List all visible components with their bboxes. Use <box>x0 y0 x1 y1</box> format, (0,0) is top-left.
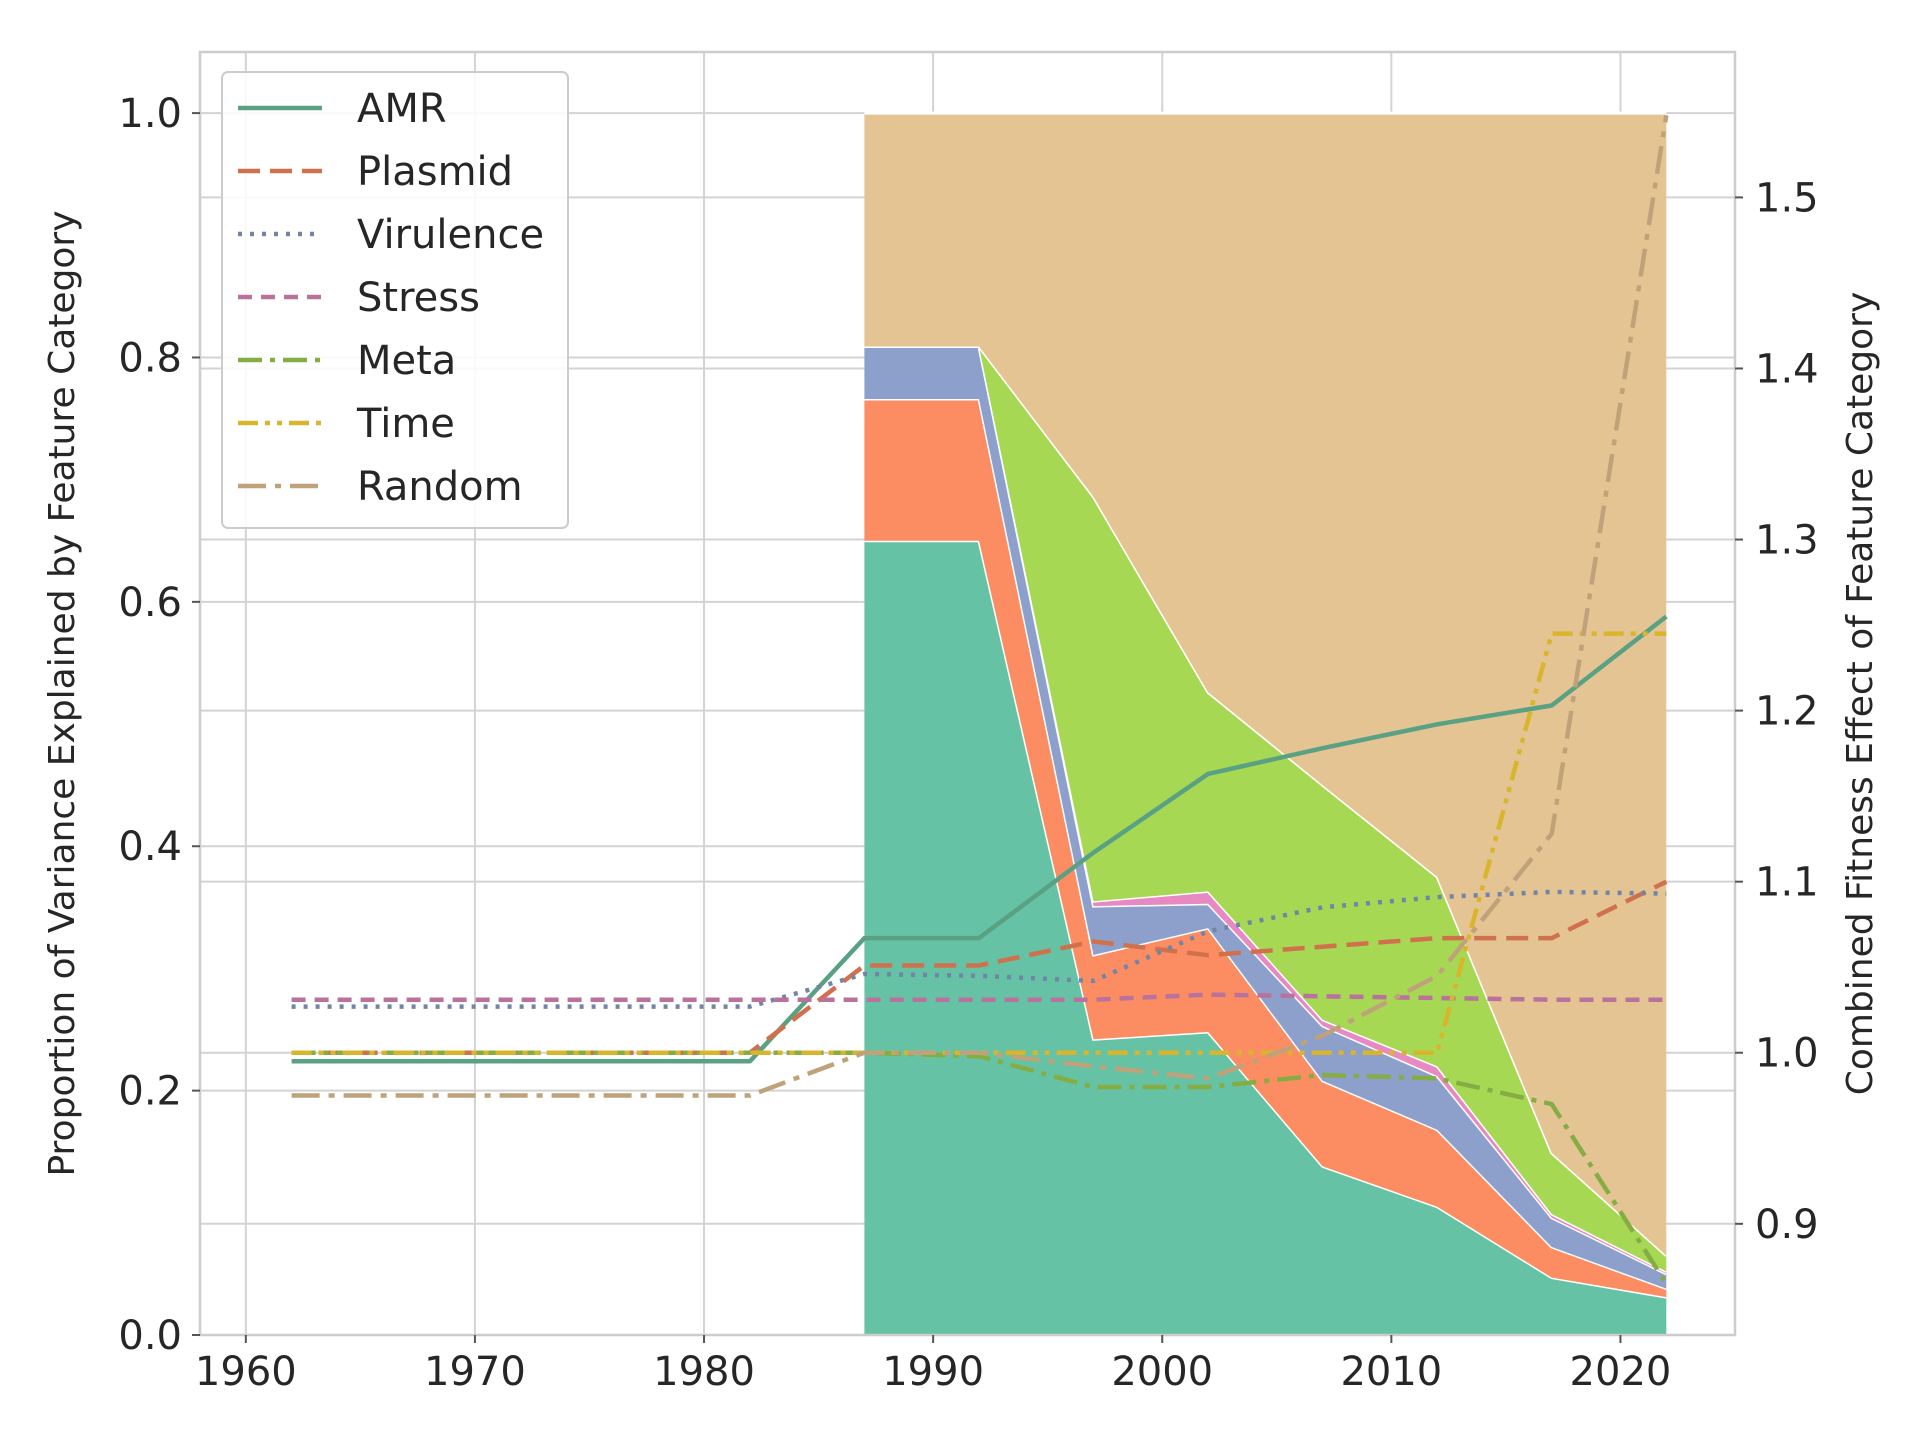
y-axis-label: Proportion of Variance Explained by Feat… <box>42 210 83 1176</box>
legend-label-amr: AMR <box>357 86 447 132</box>
y-tick-label: 0.4 <box>118 824 182 870</box>
x-tick-label: 2010 <box>1340 1349 1442 1395</box>
y-tick-label: 0.6 <box>118 580 182 626</box>
legend-label-stress: Stress <box>357 275 480 321</box>
y-tick-label: 0.0 <box>118 1313 182 1359</box>
variance-areas <box>864 111 1668 1335</box>
area-plasmid <box>864 399 1667 1298</box>
y-tick-label: 0.8 <box>118 335 182 381</box>
plot-border <box>198 50 1737 1337</box>
area-amr <box>864 540 1667 1335</box>
x-tick-label: 1960 <box>195 1349 297 1395</box>
area-edge-stress <box>864 345 1667 1273</box>
y2-axis-label: Combined Fitness Effect of Feature Categ… <box>1840 292 1881 1096</box>
line-virulence <box>291 889 1667 1009</box>
y2-tick-label: 1.2 <box>1755 689 1819 735</box>
legend-label-meta: Meta <box>357 338 456 384</box>
area-random <box>864 113 1667 1256</box>
area-meta <box>864 346 1667 1272</box>
y2-tick-label: 1.4 <box>1755 346 1819 392</box>
plot-frame <box>198 50 1737 1337</box>
y-tick-label: 0.2 <box>118 1069 182 1115</box>
line-amr <box>291 614 1668 1064</box>
y-tick-label: 1.0 <box>118 91 182 137</box>
y2-tick-label: 1.3 <box>1755 518 1819 564</box>
y2-tick-label: 0.9 <box>1755 1202 1819 1248</box>
x-tick-label: 1990 <box>882 1349 984 1395</box>
legend-label-random: Random <box>357 464 523 510</box>
y2-tick-label: 1.5 <box>1755 175 1819 221</box>
line-random <box>291 114 1669 1098</box>
axis-ticks: 1960 1970 1980 1990 2000 2010 2020 0.0 0.2 0.4 0.6… <box>118 91 1818 1395</box>
legend-box <box>221 71 569 529</box>
x-tick-label: 2000 <box>1111 1349 1213 1395</box>
x-tick-label: 1980 <box>653 1349 755 1395</box>
legend-label-time: Time <box>356 401 455 447</box>
line-meta <box>291 1050 1669 1285</box>
legend-label-plasmid: Plasmid <box>357 149 513 195</box>
y2-tick-label: 1.1 <box>1755 860 1819 906</box>
fitness-lines <box>291 114 1669 1285</box>
x-tick-label: 1970 <box>424 1349 526 1395</box>
legend-label-virulence: Virulence <box>357 212 544 258</box>
legend: AMR Plasmid Virulence Stress Meta Time Random <box>221 71 569 529</box>
x-tick-label: 2020 <box>1570 1349 1672 1395</box>
y2-tick-label: 1.0 <box>1755 1031 1819 1077</box>
